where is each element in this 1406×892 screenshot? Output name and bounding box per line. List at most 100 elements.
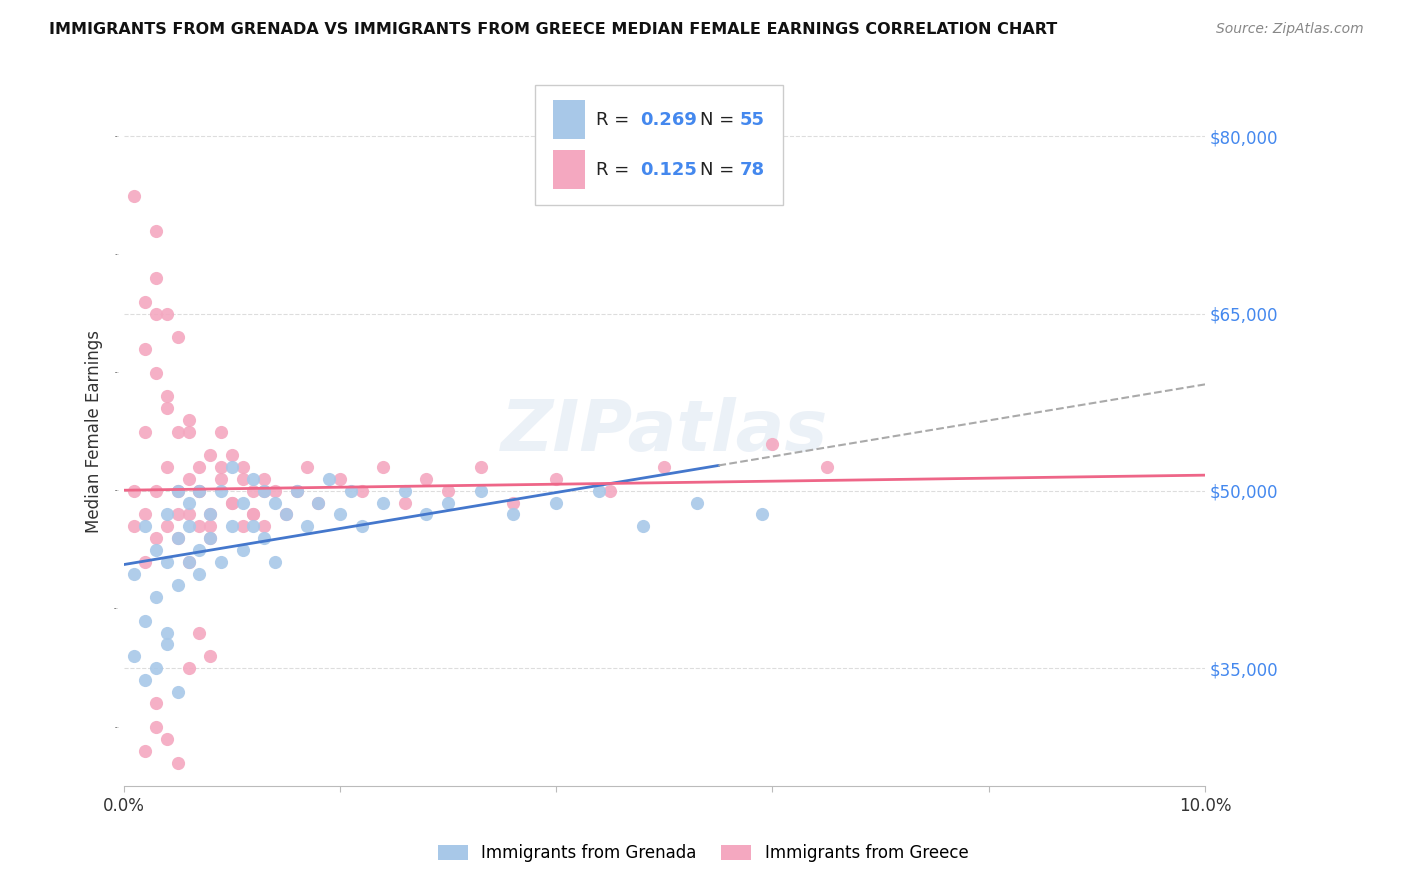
Y-axis label: Median Female Earnings: Median Female Earnings (86, 330, 103, 533)
Point (221, 460, 243, 475)
Point (297, 460, 319, 475)
FancyBboxPatch shape (534, 85, 783, 205)
Point (815, 460, 838, 475)
Text: N =: N = (700, 161, 740, 178)
Point (145, 661, 167, 675)
Point (253, 483, 276, 498)
Point (124, 566, 146, 581)
Point (232, 496, 254, 510)
Point (307, 496, 329, 510)
Point (134, 342, 156, 356)
Point (654, 460, 676, 475)
Point (232, 460, 254, 475)
Point (145, 697, 167, 711)
Point (285, 483, 308, 498)
Point (166, 531, 188, 545)
Point (177, 661, 200, 675)
Point (166, 425, 188, 439)
Point (242, 508, 264, 522)
Point (686, 496, 709, 510)
Point (470, 483, 492, 498)
Point (502, 496, 524, 510)
Point (437, 496, 460, 510)
Point (221, 496, 243, 510)
Point (124, 188, 146, 202)
Point (145, 224, 167, 238)
Point (546, 472, 568, 486)
Point (209, 483, 232, 498)
Point (546, 496, 568, 510)
Point (124, 483, 146, 498)
Point (198, 508, 221, 522)
Point (177, 496, 200, 510)
Point (188, 542, 211, 557)
Point (209, 555, 232, 569)
Point (188, 460, 211, 475)
Point (145, 483, 167, 498)
Point (166, 578, 188, 592)
Point (307, 496, 329, 510)
Point (134, 508, 156, 522)
Point (177, 413, 200, 427)
Point (350, 519, 373, 533)
Point (156, 555, 179, 569)
Text: 0.125: 0.125 (641, 161, 697, 178)
Point (253, 472, 276, 486)
Point (177, 425, 200, 439)
Point (470, 460, 492, 475)
Point (415, 508, 437, 522)
Point (156, 637, 179, 651)
Point (166, 508, 188, 522)
Point (145, 720, 167, 734)
Point (177, 508, 200, 522)
Point (253, 531, 276, 545)
Point (134, 614, 156, 628)
Point (221, 449, 243, 463)
Point (134, 555, 156, 569)
Point (145, 542, 167, 557)
Point (156, 625, 179, 640)
Point (134, 673, 156, 687)
Text: N =: N = (700, 111, 740, 129)
Point (124, 519, 146, 533)
Text: ZIPatlas: ZIPatlas (501, 397, 828, 467)
Point (166, 756, 188, 770)
Point (198, 649, 221, 664)
Point (221, 519, 243, 533)
Point (134, 519, 156, 533)
Point (329, 472, 352, 486)
Point (145, 366, 167, 380)
Text: 78: 78 (740, 161, 765, 178)
FancyBboxPatch shape (553, 150, 585, 189)
Point (145, 531, 167, 545)
Point (232, 542, 254, 557)
Point (145, 307, 167, 321)
Point (134, 294, 156, 309)
Point (134, 425, 156, 439)
Point (318, 472, 340, 486)
Point (209, 425, 232, 439)
Point (166, 483, 188, 498)
Point (134, 744, 156, 758)
Point (274, 508, 297, 522)
Point (188, 483, 211, 498)
Point (166, 483, 188, 498)
Point (232, 472, 254, 486)
Point (209, 472, 232, 486)
Point (329, 508, 352, 522)
Point (394, 483, 416, 498)
Point (264, 483, 287, 498)
Point (188, 483, 211, 498)
Point (253, 519, 276, 533)
Point (242, 508, 264, 522)
Point (177, 519, 200, 533)
Point (166, 684, 188, 698)
Point (156, 508, 179, 522)
Point (166, 531, 188, 545)
Point (156, 731, 179, 746)
Point (350, 483, 373, 498)
Point (156, 460, 179, 475)
Point (253, 483, 276, 498)
Point (297, 519, 319, 533)
Point (145, 590, 167, 604)
